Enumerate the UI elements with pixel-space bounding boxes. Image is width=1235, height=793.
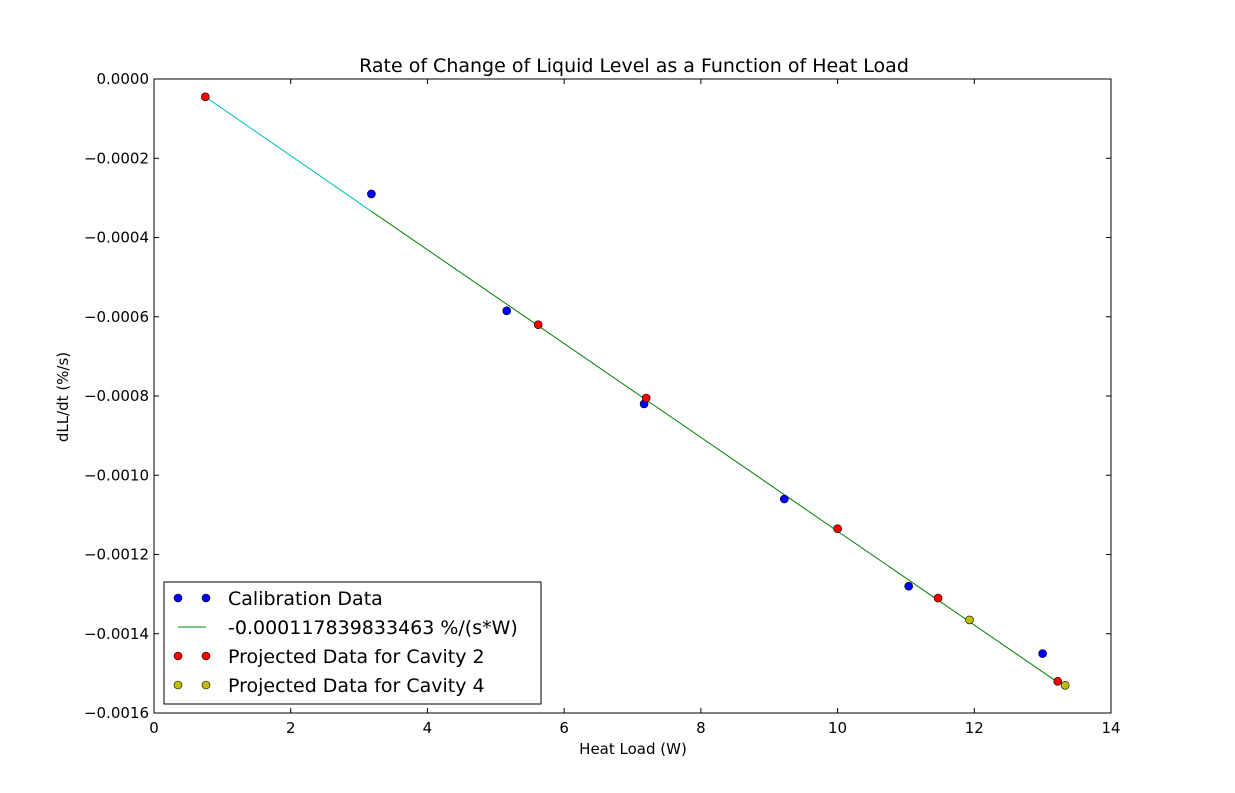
data-point-s2-3 <box>833 524 842 534</box>
y-tick-label: −0.0002 <box>84 149 149 167</box>
data-point-s0-3 <box>779 494 789 504</box>
x-axis-ticks: 0 2 4 6 8 10 12 14 <box>149 79 1121 737</box>
x-axis-label: Heat Load (W) <box>579 740 687 758</box>
data-point-s3-0 <box>965 615 974 625</box>
data-point-s0-0 <box>367 189 376 199</box>
y-tick-label: −0.0014 <box>84 625 149 643</box>
y-tick-label: −0.0016 <box>84 704 149 722</box>
data-point-s0-1 <box>502 306 512 316</box>
y-axis-label: dLL/dt (%/s) <box>54 352 72 442</box>
data-point-s2-1 <box>533 320 543 330</box>
legend-label-calibration: Calibration Data <box>228 588 383 610</box>
x-tick-label: 4 <box>423 719 433 737</box>
legend-entry-fit: -0.000117839833463 %/(s*W) <box>178 617 518 639</box>
data-point-s2-5 <box>1053 676 1062 686</box>
legend-marker-calibration-1 <box>173 593 183 603</box>
plot-points <box>201 92 1070 690</box>
data-point-s2-2 <box>641 393 651 403</box>
x-tick-label: 2 <box>286 719 296 737</box>
y-tick-label: 0.0000 <box>97 70 150 88</box>
legend-label-cavity-4: Projected Data for Cavity 4 <box>228 675 485 697</box>
y-tick-label: −0.0004 <box>84 229 149 247</box>
x-tick-label: 14 <box>1101 719 1120 737</box>
data-point-s0-5 <box>1038 649 1047 658</box>
y-tick-label: −0.0012 <box>84 546 149 564</box>
x-tick-label: 0 <box>149 719 159 737</box>
x-tick-label: 6 <box>559 719 569 737</box>
legend-marker-cavity-2-1 <box>173 651 183 661</box>
fit-line <box>371 210 1057 682</box>
legend-marker-cavity-4-1 <box>173 680 183 690</box>
y-tick-label: −0.0008 <box>84 387 149 405</box>
y-axis-ticks: 0.0000 −0.0002 −0.0004 −0.0006 −0.0008 −0.001… <box>84 70 1111 722</box>
x-tick-label: 8 <box>696 719 706 737</box>
legend-marker-cavity-4-2 <box>201 680 211 690</box>
legend-marker-cavity-2-2 <box>201 651 211 661</box>
data-point-s0-4 <box>904 581 914 591</box>
data-point-s2-0 <box>201 92 210 102</box>
legend: Calibration Data -0.000117839833463 %/(s… <box>163 581 542 705</box>
data-point-s3-1 <box>1060 680 1070 690</box>
chart-title: Rate of Change of Liquid Level as a Func… <box>359 55 909 77</box>
y-tick-label: −0.0010 <box>84 466 149 484</box>
x-tick-label: 10 <box>828 719 847 737</box>
x-tick-label: 12 <box>965 719 984 737</box>
legend-marker-calibration-2 <box>201 593 211 603</box>
legend-label-cavity-2: Projected Data for Cavity 2 <box>228 646 485 668</box>
y-tick-label: −0.0006 <box>84 308 149 326</box>
extension-line-0 <box>205 96 372 212</box>
legend-label-fit: -0.000117839833463 %/(s*W) <box>228 617 518 639</box>
legend-entry-calibration: Calibration Data <box>173 588 383 610</box>
legend-box <box>163 581 542 705</box>
legend-entry-cavity-4: Projected Data for Cavity 4 <box>173 675 485 697</box>
data-point-s2-4 <box>933 593 943 603</box>
legend-entry-cavity-2: Projected Data for Cavity 2 <box>173 646 485 668</box>
